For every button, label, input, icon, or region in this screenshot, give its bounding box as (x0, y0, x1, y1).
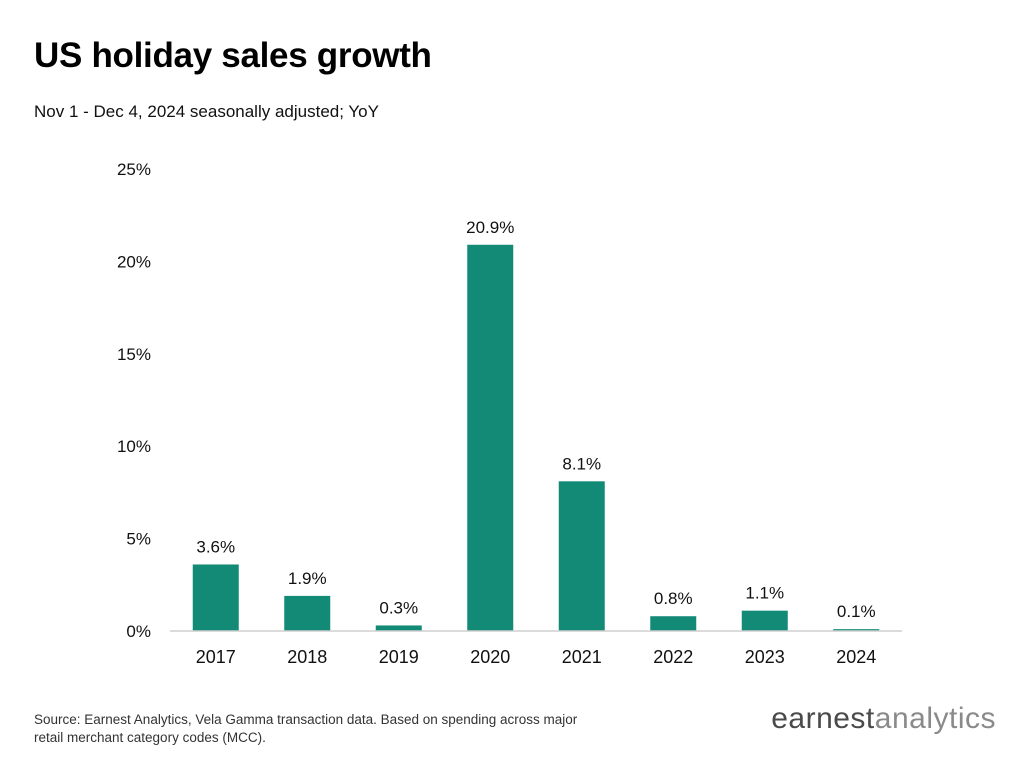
x-tick-label-2023: 2023 (745, 647, 785, 667)
bar-2019 (375, 625, 422, 631)
y-tick-label: 5% (126, 530, 151, 549)
data-label-2017: 3.6% (196, 537, 235, 556)
data-label-2022: 0.8% (654, 589, 693, 608)
y-tick-label: 15% (117, 345, 151, 364)
data-label-2018: 1.9% (288, 569, 327, 588)
x-tick-label-2024: 2024 (836, 647, 876, 667)
x-tick-label-2019: 2019 (379, 647, 419, 667)
bars (192, 244, 880, 631)
data-label-2019: 0.3% (379, 598, 418, 617)
brand-logo-part1: earnest (771, 702, 875, 735)
x-tick-label-2022: 2022 (653, 647, 693, 667)
y-tick-label: 20% (117, 252, 151, 271)
x-axis: 2017 2018 2019 2020 2021 2022 2023 2024 (170, 630, 902, 667)
x-tick-label-2017: 2017 (196, 647, 236, 667)
y-tick-label: 25% (117, 160, 151, 179)
brand-logo: earnestanalytics (771, 702, 996, 736)
data-label-2024: 0.1% (837, 602, 876, 621)
data-label-2021: 8.1% (562, 454, 601, 473)
bar-2017 (192, 564, 239, 631)
bar-2020 (467, 244, 514, 631)
bar-2021 (558, 481, 605, 631)
x-tick-label-2021: 2021 (562, 647, 602, 667)
data-label-2023: 1.1% (745, 584, 784, 603)
bar-2022 (650, 616, 697, 631)
chart-subtitle: Nov 1 - Dec 4, 2024 seasonally adjusted;… (34, 102, 379, 121)
brand-logo-part2: analytics (874, 702, 996, 735)
x-tick-label-2018: 2018 (287, 647, 327, 667)
y-axis: 0% 5% 10% 15% 20% 25% (117, 160, 151, 641)
y-tick-label: 10% (117, 437, 151, 456)
bar-2024 (833, 629, 880, 631)
x-tick-label-2020: 2020 (470, 647, 510, 667)
bar-chart: 0% 5% 10% 15% 20% 25% 3.6% 1.9% 0.3% 20.9% 8.1% 0.… (117, 160, 902, 667)
data-labels: 3.6% 1.9% 0.3% 20.9% 8.1% 0.8% 1.1% 0.1% (196, 218, 875, 621)
data-label-2020: 20.9% (466, 218, 514, 237)
bar-2023 (741, 610, 788, 631)
bar-2018 (284, 595, 331, 631)
y-tick-label: 0% (126, 622, 151, 641)
chart-title: US holiday sales growth (34, 36, 432, 75)
source-note: Source: Earnest Analytics, Vela Gamma tr… (34, 712, 578, 745)
